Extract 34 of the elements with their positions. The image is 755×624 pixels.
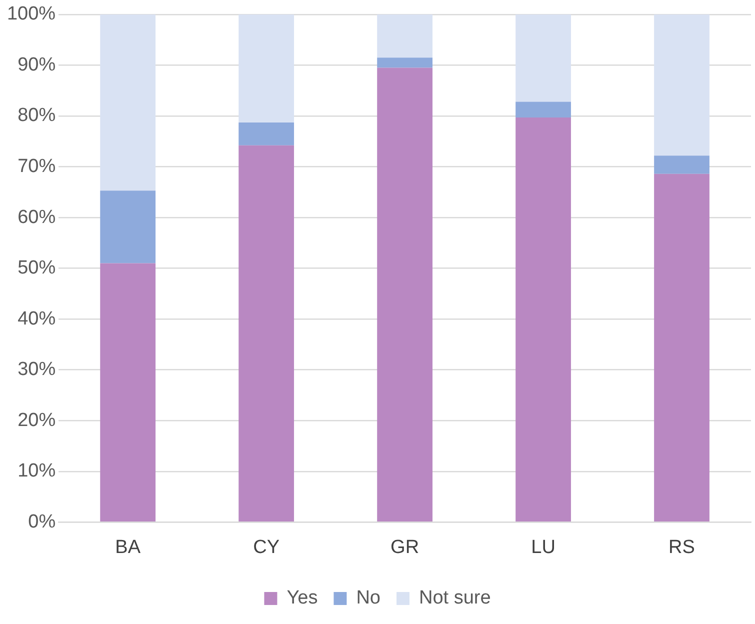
bar: [100, 190, 156, 264]
bar: [377, 14, 432, 58]
y-tick-label: 70%: [18, 156, 56, 177]
legend-label: Yes: [286, 588, 318, 609]
y-tick-label: 90%: [18, 54, 56, 76]
bar: [654, 14, 710, 156]
bar: [516, 14, 571, 102]
bar: [100, 263, 156, 522]
x-tick-label: RS: [668, 536, 695, 558]
bar: [516, 102, 571, 118]
y-tick-label: 60%: [18, 206, 56, 228]
y-tick-label: 50%: [18, 258, 56, 279]
legend-label: No: [356, 588, 380, 609]
y-tick-label: 40%: [18, 308, 56, 330]
y-tick-label: 20%: [18, 410, 56, 431]
y-tick-label: 80%: [18, 105, 56, 126]
bar: [377, 58, 432, 68]
y-tick-label: 100%: [6, 4, 56, 25]
x-tick-label: GR: [390, 536, 420, 558]
y-tick-label: 30%: [18, 359, 56, 380]
bar: [516, 117, 571, 522]
bar: [238, 122, 294, 146]
bar: [654, 174, 710, 522]
bar: [238, 14, 294, 123]
bar: [654, 156, 710, 174]
x-tick-label: BA: [115, 536, 141, 558]
x-tick-label: LU: [531, 536, 556, 558]
x-tick-label: CY: [253, 536, 280, 558]
bar: [100, 14, 156, 191]
bar: [238, 145, 294, 522]
legend-label: Not sure: [418, 588, 491, 609]
bar: [377, 68, 432, 522]
y-tick-label: 10%: [18, 460, 56, 482]
y-tick-label: 0%: [28, 511, 56, 532]
